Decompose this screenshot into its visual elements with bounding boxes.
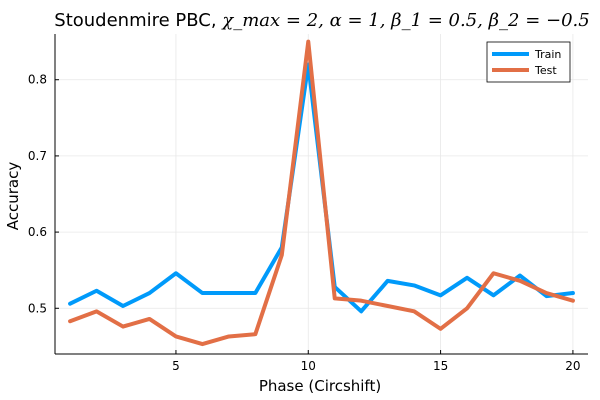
chart-title: Stoudenmire PBC, χ_max = 2, α = 1, β_1 =… [54, 10, 589, 31]
chart-title-math: χ_max = 2, α = 1, β_1 = 0.5, β_2 = −0.5 [220, 10, 589, 31]
x-axis-label: Phase (Circshift) [259, 377, 381, 395]
legend: Train Test [486, 41, 571, 83]
legend-label-train: Train [534, 48, 561, 61]
series [68, 39, 575, 347]
y-axis-label: Accuracy [4, 162, 22, 231]
legend-label-test: Test [534, 64, 557, 77]
y-tick-label: 0.5 [28, 301, 47, 315]
chart-title-prefix: Stoudenmire PBC, [54, 10, 222, 31]
ticks: 5 10 15 20 0.5 0.6 0.7 0.8 [28, 73, 581, 373]
x-tick-label: 20 [565, 359, 580, 373]
series-line-test [68, 39, 575, 347]
y-tick-label: 0.8 [28, 73, 47, 87]
x-tick-label: 5 [172, 359, 180, 373]
y-tick-label: 0.6 [28, 225, 47, 239]
y-tick-label: 0.7 [28, 149, 47, 163]
x-tick-label: 15 [433, 359, 448, 373]
x-tick-label: 10 [301, 359, 316, 373]
legend-box [486, 41, 571, 83]
